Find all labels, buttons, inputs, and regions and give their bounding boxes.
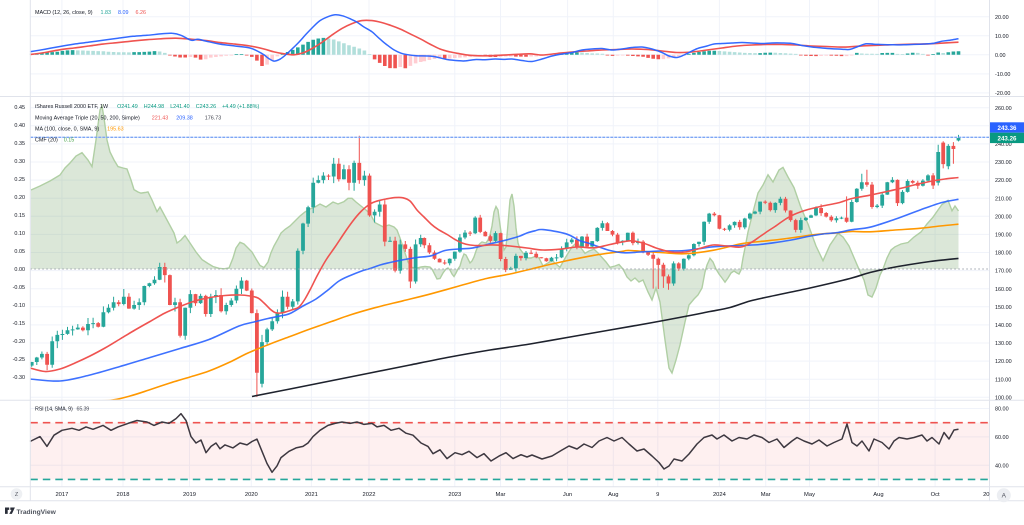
- svg-text:240.00: 240.00: [995, 142, 1012, 148]
- svg-text:140.00: 140.00: [995, 323, 1012, 329]
- svg-text:Mar: Mar: [496, 492, 506, 498]
- svg-text:180.00: 180.00: [995, 251, 1012, 257]
- svg-text:2023: 2023: [448, 492, 461, 498]
- svg-text:80.00: 80.00: [995, 407, 1009, 413]
- svg-text:Oct: Oct: [931, 492, 940, 498]
- svg-text:0.15: 0.15: [14, 213, 25, 219]
- svg-text:-10.00: -10.00: [995, 72, 1010, 78]
- svg-text:40.00: 40.00: [995, 463, 1009, 469]
- svg-text:MACD (12, 26, close, 9)1.838.0: MACD (12, 26, close, 9) 1.83 8.09 6.26: [35, 10, 146, 16]
- svg-text:0.00: 0.00: [14, 267, 25, 273]
- svg-text:243.26: 243.26: [998, 136, 1017, 143]
- svg-text:-20.00: -20.00: [995, 91, 1010, 97]
- svg-text:-0.20: -0.20: [13, 339, 25, 345]
- svg-text:20: 20: [983, 492, 989, 498]
- svg-text:May: May: [804, 492, 815, 498]
- svg-text:-0.25: -0.25: [13, 357, 25, 363]
- svg-text:2022: 2022: [363, 492, 376, 498]
- svg-text:RSI (14, SMA, 9)65.39: RSI (14, SMA, 9) 65.39: [35, 407, 89, 413]
- svg-text:A: A: [1002, 493, 1007, 500]
- svg-text:20.00: 20.00: [995, 15, 1009, 21]
- svg-text:2018: 2018: [117, 492, 130, 498]
- svg-text:190.00: 190.00: [995, 233, 1012, 239]
- svg-text:CMF (20)0.15: CMF (20) 0.15: [35, 138, 74, 144]
- svg-text:230.00: 230.00: [995, 160, 1012, 166]
- svg-text:TradingView: TradingView: [17, 509, 57, 516]
- svg-text:Aug: Aug: [608, 492, 618, 498]
- svg-text:-0.10: -0.10: [13, 303, 25, 309]
- svg-text:0.40: 0.40: [14, 123, 25, 129]
- svg-text:-0.30: -0.30: [13, 375, 25, 381]
- svg-text:0.45: 0.45: [14, 105, 25, 111]
- svg-text:160.00: 160.00: [995, 287, 1012, 293]
- svg-text:0.30: 0.30: [14, 159, 25, 165]
- svg-text:0.35: 0.35: [14, 141, 25, 147]
- svg-text:0.10: 0.10: [14, 231, 25, 237]
- svg-text:60.00: 60.00: [995, 435, 1009, 441]
- svg-text:150.00: 150.00: [995, 305, 1012, 311]
- svg-text:2024: 2024: [713, 492, 727, 498]
- svg-text:2020: 2020: [245, 492, 258, 498]
- svg-text:130.00: 130.00: [995, 341, 1012, 347]
- svg-text:Z: Z: [15, 492, 19, 498]
- svg-text:0.05: 0.05: [14, 249, 25, 255]
- svg-text:200.00: 200.00: [995, 214, 1012, 220]
- svg-text:243.36: 243.36: [998, 125, 1017, 132]
- svg-text:110.00: 110.00: [995, 377, 1011, 383]
- svg-text:220.00: 220.00: [995, 178, 1012, 184]
- svg-text:9: 9: [656, 492, 659, 498]
- svg-text:0.00: 0.00: [995, 53, 1006, 59]
- svg-text:2017: 2017: [55, 492, 68, 498]
- svg-text:Moving Average Triple (20, 50,: Moving Average Triple (20, 50, 200, Simp…: [35, 115, 221, 121]
- svg-text:MA (100, close, 0, SMA, 9)195.: MA (100, close, 0, SMA, 9) 195.63: [35, 126, 124, 132]
- svg-text:0.25: 0.25: [14, 177, 25, 183]
- svg-text:Aug: Aug: [873, 492, 883, 498]
- svg-text:2019: 2019: [183, 492, 196, 498]
- svg-text:Mar: Mar: [761, 492, 771, 498]
- svg-text:170.00: 170.00: [995, 269, 1012, 275]
- svg-text:10.00: 10.00: [995, 34, 1009, 40]
- svg-text:2021: 2021: [305, 492, 318, 498]
- svg-text:210.00: 210.00: [995, 196, 1012, 202]
- svg-text:-0.05: -0.05: [13, 285, 25, 291]
- svg-text:-0.15: -0.15: [13, 321, 25, 327]
- svg-text:Jun: Jun: [563, 492, 572, 498]
- svg-text:100.00: 100.00: [995, 395, 1012, 401]
- svg-text:120.00: 120.00: [995, 359, 1012, 365]
- svg-text:260.00: 260.00: [995, 106, 1012, 112]
- svg-text:0.20: 0.20: [14, 195, 25, 201]
